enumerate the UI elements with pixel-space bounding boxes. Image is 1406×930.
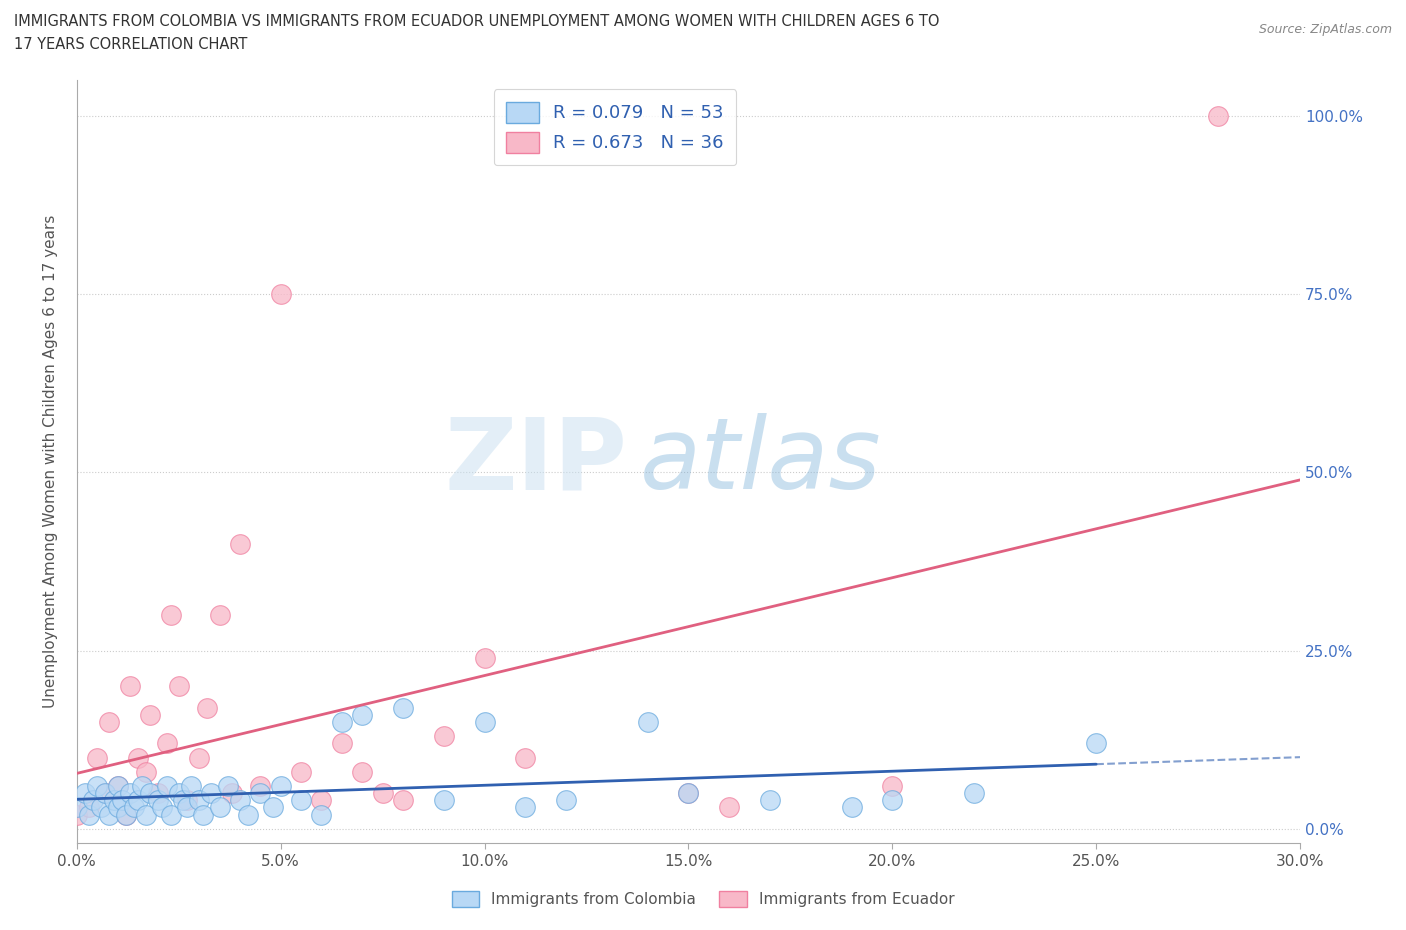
Y-axis label: Unemployment Among Women with Children Ages 6 to 17 years: Unemployment Among Women with Children A… [44,215,58,709]
Point [330,736,353,751]
Point [114,807,136,822]
Point [229,793,252,808]
Point [107,778,129,793]
Point [290,764,312,779]
Point [127,751,149,765]
Point [66,807,89,822]
Point [221,786,243,801]
Text: ZIP: ZIP [444,413,627,510]
Point [249,786,271,801]
Point [77,807,100,822]
Point [433,793,456,808]
Point [841,800,863,815]
Point [882,793,904,808]
Point [94,786,117,801]
Point [66,800,89,815]
Point [167,679,190,694]
Point [262,800,284,815]
Point [90,800,112,815]
Point [963,786,986,801]
Point [135,807,157,822]
Point [236,807,259,822]
Point [290,793,312,808]
Point [311,807,333,822]
Point [208,800,231,815]
Point [176,793,198,808]
Point [107,778,129,793]
Point [107,800,129,815]
Point [122,800,145,815]
Point [311,793,333,808]
Point [249,778,271,793]
Point [678,786,700,801]
Point [200,786,222,801]
Point [159,607,181,622]
Point [759,793,782,808]
Text: IMMIGRANTS FROM COLOMBIA VS IMMIGRANTS FROM ECUADOR UNEMPLOYMENT AMONG WOMEN WIT: IMMIGRANTS FROM COLOMBIA VS IMMIGRANTS F… [14,14,939,29]
Point [118,786,141,801]
Point [148,786,170,801]
Text: atlas: atlas [640,413,882,510]
Point [270,286,292,301]
Point [159,807,181,822]
Point [270,778,292,793]
Point [98,807,121,822]
Point [678,786,700,801]
Point [1208,108,1230,123]
Point [135,764,157,779]
Point [155,736,177,751]
Point [139,708,162,723]
Point [118,679,141,694]
Point [103,793,125,808]
Point [229,537,252,551]
Point [73,786,96,801]
Point [371,786,394,801]
Point [77,800,100,815]
Point [474,650,496,665]
Point [98,714,121,729]
Point [193,807,215,822]
Text: Source: ZipAtlas.com: Source: ZipAtlas.com [1258,23,1392,36]
Point [718,800,741,815]
Point [188,751,211,765]
Point [148,793,170,808]
Point [127,793,149,808]
Point [515,751,537,765]
Point [180,778,202,793]
Legend: R = 0.079   N = 53, R = 0.673   N = 36: R = 0.079 N = 53, R = 0.673 N = 36 [494,89,737,166]
Point [208,607,231,622]
Point [195,700,218,715]
Point [217,778,239,793]
Point [172,793,194,808]
Point [1085,736,1108,751]
Text: 17 YEARS CORRELATION CHART: 17 YEARS CORRELATION CHART [14,37,247,52]
Point [433,729,456,744]
Point [515,800,537,815]
Point [352,708,374,723]
Point [82,793,104,808]
Point [188,793,211,808]
Point [152,800,174,815]
Point [392,793,415,808]
Legend: Immigrants from Colombia, Immigrants from Ecuador: Immigrants from Colombia, Immigrants fro… [446,884,960,913]
Point [114,807,136,822]
Point [330,714,353,729]
Point [882,778,904,793]
Point [86,751,108,765]
Point [86,778,108,793]
Point [155,778,177,793]
Point [131,778,153,793]
Point [555,793,578,808]
Point [176,800,198,815]
Point [94,786,117,801]
Point [474,714,496,729]
Point [139,786,162,801]
Point [111,793,134,808]
Point [167,786,190,801]
Point [637,714,659,729]
Point [392,700,415,715]
Point [352,764,374,779]
